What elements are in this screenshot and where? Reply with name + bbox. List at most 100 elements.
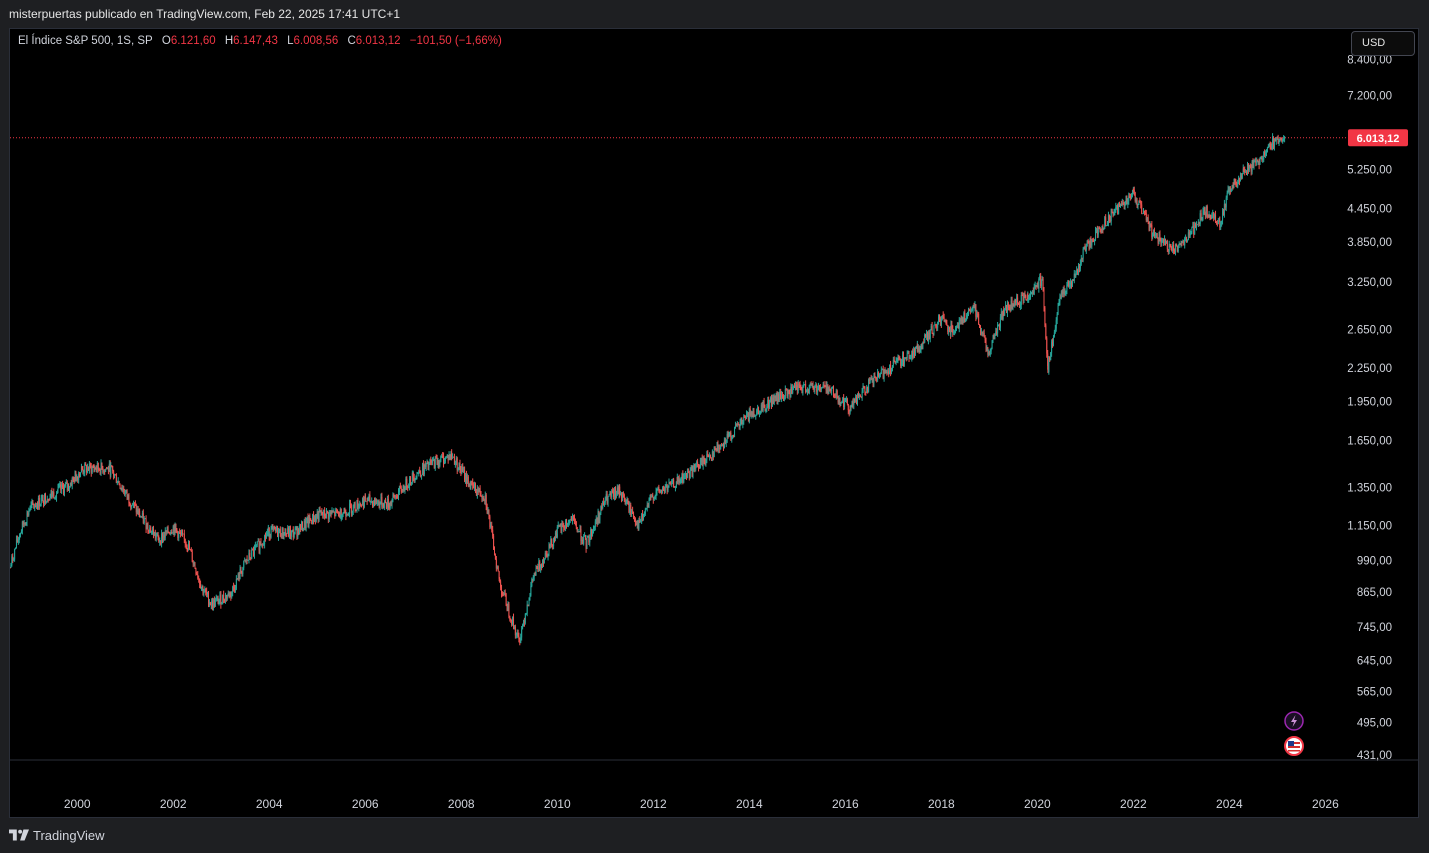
candle-body xyxy=(71,477,73,486)
candle-body xyxy=(1282,139,1284,142)
candle-body xyxy=(635,522,637,525)
candle-body xyxy=(855,397,857,402)
candle-body xyxy=(153,531,155,536)
candle-body xyxy=(1196,224,1198,227)
candle-body xyxy=(207,592,209,595)
candle-body xyxy=(798,384,800,385)
candle-body xyxy=(805,384,807,393)
candle-body xyxy=(733,435,735,438)
candle-body xyxy=(195,568,197,574)
candle-body xyxy=(408,486,410,488)
candle-body xyxy=(363,499,365,507)
candle-body xyxy=(407,487,409,489)
candle-body xyxy=(821,387,823,388)
candle-body xyxy=(508,604,510,617)
price-chart[interactable]: 8.400,00 7.200,00 5.250,00 4.450,00 3.850,00… xyxy=(10,29,1418,817)
candle-body xyxy=(443,461,445,464)
candle-body xyxy=(298,528,300,535)
lightning-icon[interactable] xyxy=(1284,711,1304,731)
candle-body xyxy=(487,510,489,513)
candle-body xyxy=(648,498,650,508)
candle-body xyxy=(241,572,243,574)
candle-body xyxy=(188,543,190,550)
candle-body xyxy=(422,464,424,475)
candle-body xyxy=(1088,243,1090,249)
candle-body xyxy=(1082,248,1084,259)
candle-body xyxy=(1196,224,1198,226)
candle-body xyxy=(914,348,916,356)
candle-body xyxy=(984,336,986,340)
candle-body xyxy=(389,501,391,509)
candle-body xyxy=(857,393,859,404)
candle-body xyxy=(1116,205,1118,207)
candle-body xyxy=(1021,295,1023,296)
candle-body xyxy=(473,485,475,488)
candle-body xyxy=(456,458,458,470)
candle-body xyxy=(1071,279,1073,286)
candle-body xyxy=(279,528,281,537)
candle-body xyxy=(614,488,616,498)
candle-body xyxy=(132,505,134,506)
candle-body xyxy=(865,391,867,393)
candle-body xyxy=(992,335,994,341)
candle-body xyxy=(1236,184,1238,187)
candle-body xyxy=(417,473,419,474)
price-axis-label: 8.400,00 xyxy=(1347,54,1392,66)
candle-body xyxy=(518,636,520,640)
candle-body xyxy=(867,386,869,392)
candle-body xyxy=(46,498,48,503)
candle-body xyxy=(262,544,264,546)
candle-body xyxy=(833,395,835,396)
candle-body xyxy=(58,485,60,487)
candle-body xyxy=(158,536,160,542)
candle-body xyxy=(655,491,657,497)
candle-body xyxy=(347,514,349,515)
candle-body xyxy=(650,496,652,498)
footer-branding[interactable]: TradingView xyxy=(9,824,105,846)
candle-body xyxy=(70,482,72,486)
candle-body xyxy=(200,583,202,589)
candle-body xyxy=(274,526,276,530)
candle-body xyxy=(720,445,722,449)
candle-body xyxy=(377,500,379,503)
candle-body xyxy=(946,323,948,326)
candle-body xyxy=(1231,185,1233,189)
candle-body xyxy=(998,324,1000,328)
candle-body xyxy=(248,552,250,560)
candle-body xyxy=(435,457,437,459)
candle-body xyxy=(318,509,320,520)
candle-body xyxy=(106,467,108,470)
candle-body xyxy=(1164,238,1166,244)
candle-body xyxy=(465,474,467,483)
time-axis-label: 2024 xyxy=(1216,797,1243,811)
candle-body xyxy=(1038,279,1040,289)
candle-body xyxy=(1216,223,1218,225)
candle-body xyxy=(425,463,427,467)
candle-body xyxy=(1010,300,1012,311)
candle-body xyxy=(540,564,542,569)
candle-body xyxy=(1107,223,1109,226)
candle-body xyxy=(444,456,446,462)
candle-body xyxy=(741,419,743,425)
candle-body xyxy=(735,425,737,427)
candle-body xyxy=(378,500,380,507)
candle-body xyxy=(372,501,374,507)
candle-body xyxy=(708,454,710,458)
chart-pane[interactable]: 8.400,00 7.200,00 5.250,00 4.450,00 3.850,00… xyxy=(9,28,1419,818)
us-flag-icon[interactable] xyxy=(1284,736,1304,756)
candle-body xyxy=(519,639,521,644)
candle-body xyxy=(703,456,705,462)
candle-body xyxy=(582,539,584,544)
candle-body xyxy=(760,404,762,412)
candle-body xyxy=(219,594,221,601)
currency-button[interactable]: USD xyxy=(1351,31,1415,56)
candle-body xyxy=(782,396,784,399)
candle-body xyxy=(1078,265,1080,269)
candle-body xyxy=(474,483,476,488)
candle-body xyxy=(1256,160,1258,163)
candle-body xyxy=(249,552,251,559)
candle-body xyxy=(972,306,974,310)
close-label: C xyxy=(347,35,356,47)
candle-body xyxy=(665,484,667,488)
candle-body xyxy=(825,381,827,391)
